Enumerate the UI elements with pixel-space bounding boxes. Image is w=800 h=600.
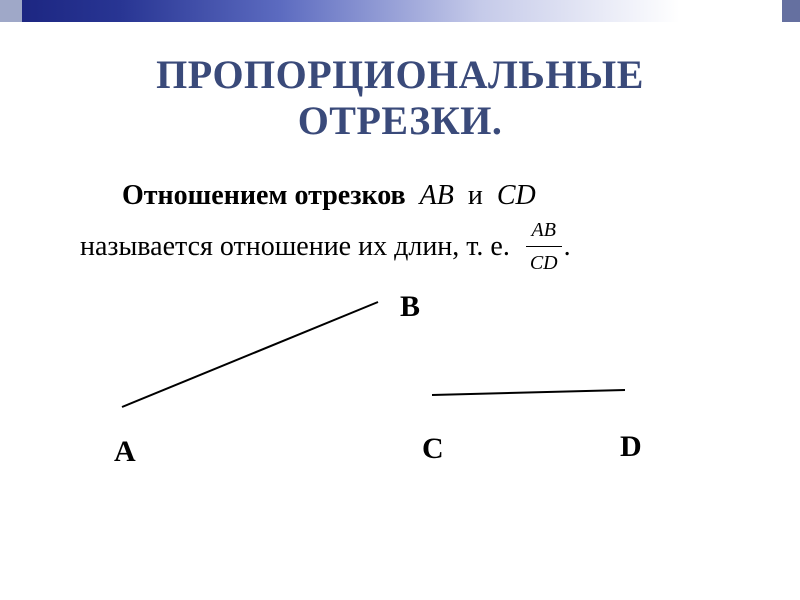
definition-text: Отношением отрезков AB и CD называется о… — [80, 175, 750, 280]
def-period: . — [564, 231, 571, 262]
label-b: B — [400, 290, 420, 324]
def-body: называется отношение их длин, т. е. — [80, 231, 510, 262]
header-gradient-bar — [0, 0, 800, 22]
line-ab — [122, 302, 378, 407]
def-and: и — [468, 180, 483, 211]
corner-accent-square — [0, 0, 22, 22]
title-line-2: ОТРЕЗКИ. — [298, 98, 503, 143]
def-bold-prefix: Отношением отрезков — [122, 180, 406, 211]
title-line-1: ПРОПОРЦИОНАЛЬНЫЕ — [156, 52, 644, 97]
page-title: ПРОПОРЦИОНАЛЬНЫЕ ОТРЕЗКИ. — [0, 52, 800, 144]
fraction-denominator: CD — [526, 247, 562, 278]
fraction-numerator: AB — [526, 215, 562, 247]
segment-cd: CD — [497, 180, 536, 211]
label-a: A — [114, 435, 136, 469]
label-d: D — [620, 430, 642, 464]
segment-ab: AB — [420, 180, 454, 211]
line-cd — [432, 390, 625, 395]
right-accent-square — [782, 0, 800, 22]
segments-diagram: A B C D — [80, 280, 720, 530]
fraction-ab-cd: AB CD — [526, 215, 562, 278]
label-c: C — [422, 432, 444, 466]
